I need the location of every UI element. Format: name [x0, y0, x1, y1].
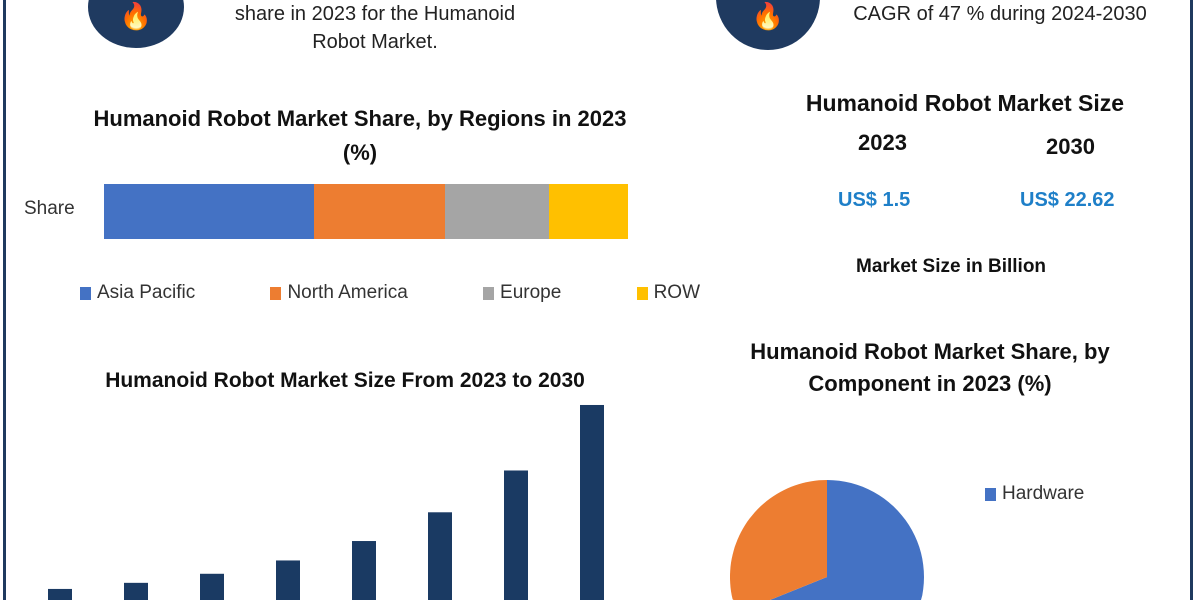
legend-item: North America — [270, 282, 408, 304]
legend-label: North America — [287, 282, 408, 303]
bar-2026 — [276, 560, 300, 600]
bar-2027 — [352, 541, 376, 600]
stack-segment-row — [549, 184, 628, 239]
legend-swatch — [270, 286, 282, 300]
pie-legend-hardware: Hardware — [985, 483, 1084, 505]
bar-2023 — [48, 588, 72, 600]
right-callout: CAGR of 47 % during 2024-2030 — [853, 3, 1147, 25]
legend-swatch — [483, 286, 495, 300]
component-chart-title: Humanoid Robot Market Share, by Componen… — [750, 339, 1110, 396]
left-border — [3, 0, 6, 600]
stack-segment-asia-pacific — [104, 184, 314, 239]
market-size-value-end: US$ 22.62 — [1020, 189, 1115, 211]
legend-item: Europe — [483, 282, 561, 304]
bar-2025 — [200, 573, 224, 600]
pie-slice-other — [730, 480, 827, 600]
right-border — [1190, 0, 1193, 600]
flame-icon: 🔥 — [751, 1, 785, 31]
regions-chart-title: Humanoid Robot Market Share, by Regions … — [93, 106, 627, 165]
stack-segment-europe — [444, 184, 550, 239]
market-size-chart-title: Humanoid Robot Market Size From 2023 to … — [105, 369, 585, 392]
legend-label: Asia Pacific — [97, 282, 196, 303]
flame-icon: 🔥 — [119, 1, 153, 31]
legend-swatch — [80, 286, 91, 300]
regions-legend: Asia Pacific North America Europe ROW — [80, 282, 700, 304]
bar-2030 — [580, 404, 604, 600]
regions-category-label: Share — [24, 198, 75, 219]
legend-swatch — [985, 487, 996, 501]
left-callout-line-2: Robot Market. — [312, 31, 438, 53]
left-icon-badge: 🔥 — [88, 0, 184, 48]
bar-2029 — [504, 470, 528, 600]
market-size-value-start: US$ 1.5 — [838, 189, 911, 211]
market-size-title: Humanoid Robot Market Size — [805, 90, 1125, 116]
bar-2024 — [124, 582, 148, 600]
legend-label: ROW — [653, 282, 700, 303]
legend-label: Hardware — [1002, 483, 1085, 504]
stack-segment-north-america — [313, 184, 445, 239]
market-size-unit-note: Market Size in Billion — [856, 256, 1047, 277]
market-size-year-start: 2023 — [858, 130, 907, 155]
legend-label: Europe — [500, 282, 562, 303]
left-callout: share in 2023 for the Humanoid Robot Mar… — [190, 0, 560, 56]
regions-stacked-bar — [104, 184, 628, 239]
left-callout-line-1: share in 2023 for the Humanoid — [234, 3, 516, 25]
bar-2028 — [428, 512, 452, 600]
legend-swatch — [636, 286, 648, 300]
legend-item: Asia Pacific — [80, 282, 195, 304]
legend-item: ROW — [636, 282, 700, 304]
pie-slice-hardware — [770, 480, 924, 600]
market-size-year-end: 2030 — [1046, 134, 1095, 159]
